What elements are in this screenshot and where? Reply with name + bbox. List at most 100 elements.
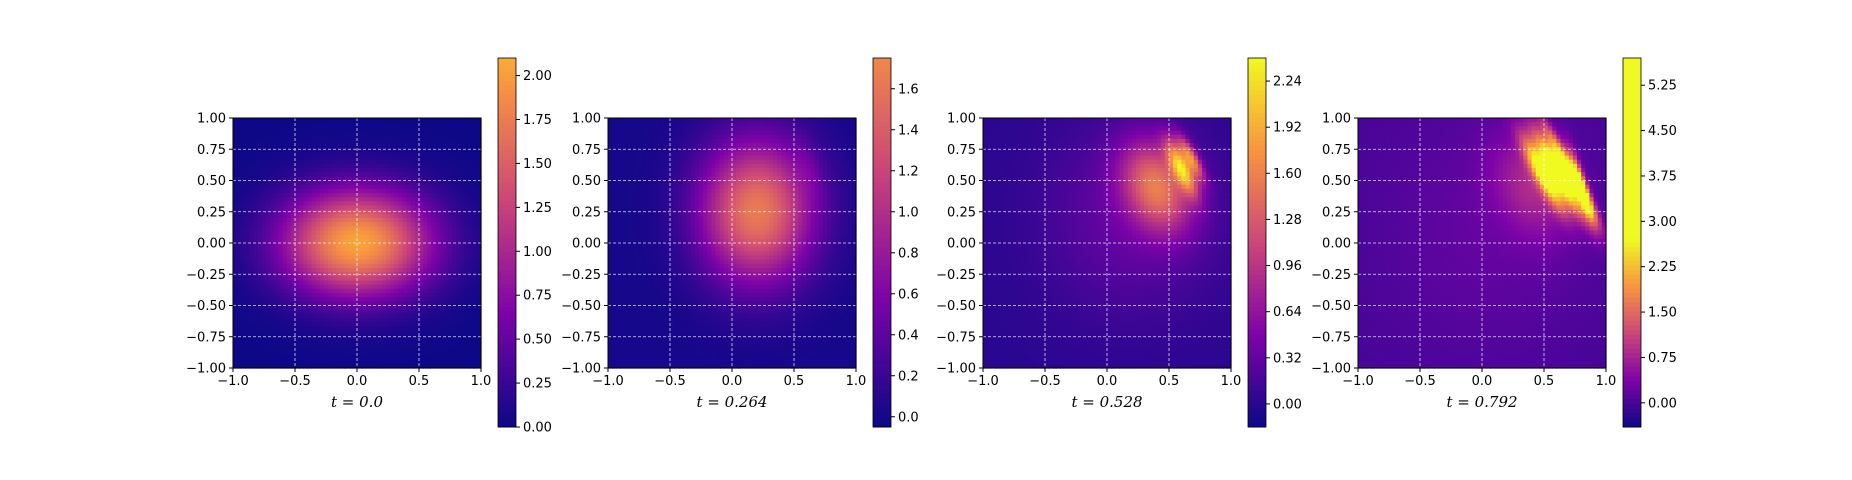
heatmap-cell xyxy=(361,263,366,269)
heatmap-cell xyxy=(620,201,626,207)
heatmap-cell xyxy=(468,151,474,157)
heatmap-cell xyxy=(632,268,638,273)
heatmap-cell xyxy=(452,280,457,286)
heatmap-cell xyxy=(270,297,275,302)
heatmap-cell xyxy=(336,288,342,294)
heatmap-cell xyxy=(464,330,470,336)
heatmap-cell xyxy=(670,276,675,282)
heatmap-cell xyxy=(686,338,692,344)
heatmap-cell xyxy=(357,172,362,177)
heatmap-cell xyxy=(361,238,366,244)
heatmap-cell xyxy=(452,351,457,357)
heatmap-cell xyxy=(361,293,366,298)
colorbar-segment xyxy=(498,408,516,414)
heatmap-cell xyxy=(249,222,255,227)
heatmap-cell xyxy=(686,355,692,361)
heatmap-cell xyxy=(328,205,333,211)
heatmap-cell xyxy=(410,359,416,365)
heatmap-cell xyxy=(608,330,613,336)
heatmap-cell xyxy=(678,218,683,223)
heatmap-cell xyxy=(274,168,280,173)
heatmap-cell xyxy=(290,322,296,327)
heatmap-cell xyxy=(332,276,337,282)
heatmap-cell xyxy=(290,359,296,365)
heatmap-cell xyxy=(674,184,679,190)
heatmap-cell xyxy=(299,234,304,240)
heatmap-cell xyxy=(460,243,466,248)
heatmap-cell xyxy=(286,188,292,194)
heatmap-cell xyxy=(460,155,466,161)
heatmap-cell xyxy=(645,126,650,132)
heatmap-cell xyxy=(336,343,342,348)
heatmap-cell xyxy=(661,309,667,315)
heatmap-cell xyxy=(352,226,358,232)
heatmap-cell xyxy=(435,159,441,165)
heatmap-cell xyxy=(299,222,304,227)
heatmap-cell xyxy=(686,259,692,265)
heatmap-cell xyxy=(282,318,288,323)
heatmap-cell xyxy=(237,343,242,348)
heatmap-cell xyxy=(645,180,650,186)
heatmap-cell xyxy=(653,330,659,336)
heatmap-cell xyxy=(253,297,259,302)
heatmap-cell xyxy=(402,176,408,182)
heatmap-cell xyxy=(241,130,246,136)
colorbar-segment xyxy=(498,94,516,101)
heatmap-cell xyxy=(439,155,445,161)
heatmap-cell xyxy=(686,201,692,207)
heatmap-cell xyxy=(443,355,449,361)
heatmap-cell xyxy=(678,180,683,186)
heatmap-cell xyxy=(245,155,251,161)
heatmap-cell xyxy=(315,126,321,132)
heatmap-cell xyxy=(661,288,667,294)
heatmap-cell xyxy=(299,118,304,123)
heatmap-cell xyxy=(365,218,370,223)
heatmap-cell xyxy=(612,168,617,173)
heatmap-cell xyxy=(414,293,420,298)
heatmap-cell xyxy=(365,226,370,232)
heatmap-cell xyxy=(394,347,399,352)
heatmap-cell xyxy=(653,351,659,357)
heatmap-cell xyxy=(641,230,646,236)
heatmap-cell xyxy=(476,343,482,348)
heatmap-cell xyxy=(328,188,333,194)
heatmap-cell xyxy=(657,322,663,327)
heatmap-cell xyxy=(369,118,375,123)
heatmap-cell xyxy=(410,134,416,140)
heatmap-cell xyxy=(653,263,659,269)
heatmap-cell xyxy=(385,130,391,136)
heatmap-cell xyxy=(447,130,453,136)
heatmap-cell xyxy=(340,330,346,336)
heatmap-cell xyxy=(257,293,263,298)
heatmap-cell xyxy=(447,313,453,319)
heatmap-cell xyxy=(670,201,675,207)
heatmap-cell xyxy=(636,293,642,298)
heatmap-cell xyxy=(253,138,259,144)
heatmap-cell xyxy=(620,243,626,248)
heatmap-cell xyxy=(406,293,412,298)
heatmap-cell xyxy=(423,297,428,302)
heatmap-cell xyxy=(311,288,317,294)
heatmap-cell xyxy=(286,359,292,365)
heatmap-cell xyxy=(653,184,659,190)
heatmap-cell xyxy=(286,293,292,298)
heatmap-cell xyxy=(690,309,696,315)
heatmap-cell xyxy=(352,163,358,169)
heatmap-cell xyxy=(645,209,650,215)
heatmap-cell xyxy=(620,259,626,265)
heatmap-cell xyxy=(678,226,683,232)
heatmap-cell xyxy=(274,126,280,132)
heatmap-cell xyxy=(270,318,275,323)
heatmap-cell xyxy=(261,205,267,211)
heatmap-cell xyxy=(261,134,267,140)
heatmap-cell xyxy=(410,226,416,232)
heatmap-cell xyxy=(414,263,420,269)
heatmap-cell xyxy=(661,322,667,327)
heatmap-cell xyxy=(299,193,304,198)
heatmap-cell xyxy=(690,126,696,132)
heatmap-cell xyxy=(414,272,420,277)
heatmap-cell xyxy=(447,168,453,173)
heatmap-cell xyxy=(249,318,255,323)
heatmap-cell xyxy=(410,118,416,123)
heatmap-cell xyxy=(649,351,655,357)
